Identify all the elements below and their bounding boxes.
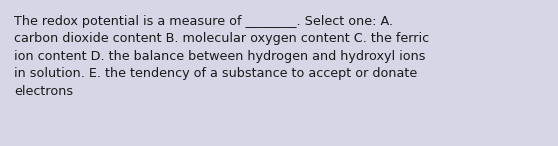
Text: The redox potential is a measure of ________. Select one: A.
carbon dioxide cont: The redox potential is a measure of ____…	[14, 15, 429, 98]
